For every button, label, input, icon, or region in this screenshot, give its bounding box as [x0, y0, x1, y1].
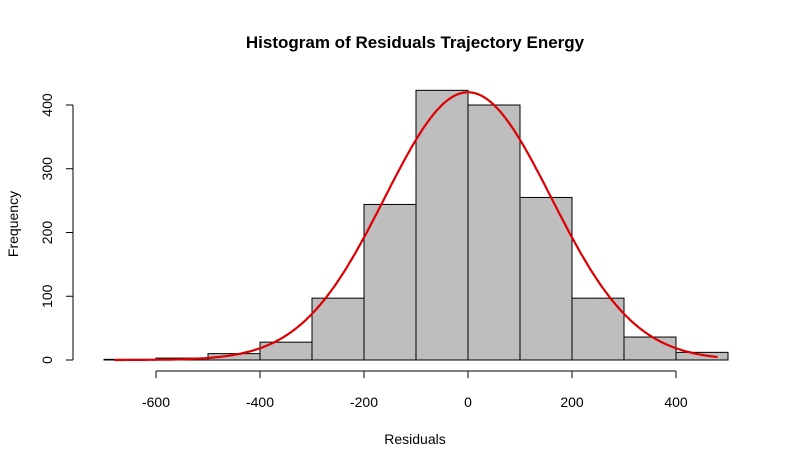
histogram-bars [103, 89, 729, 361]
histogram-bar-10 [623, 336, 677, 361]
x-tick-label-4: 200 [560, 394, 584, 410]
y-tick-label-4: 400 [39, 93, 55, 117]
density-curve-layer [114, 91, 718, 362]
x-tick-label-5: 400 [664, 394, 688, 410]
x-axis-label: Residuals [384, 431, 445, 447]
x-tick-label-3: 0 [464, 394, 472, 410]
histogram-bar-11 [675, 351, 729, 361]
histogram-bar-8 [519, 196, 573, 361]
x-tick-label-1: -400 [246, 394, 274, 410]
histogram-bar-5 [363, 203, 417, 361]
histogram-bar-6 [415, 89, 469, 361]
x-tick-label-2: -200 [350, 394, 378, 410]
histogram-bar-9 [571, 297, 625, 361]
histogram-bar-4 [311, 297, 365, 361]
density-curve [114, 91, 718, 362]
histogram-bar-7 [467, 104, 521, 361]
y-axis-label: Frequency [5, 191, 21, 257]
x-tick-label-0: -600 [142, 394, 170, 410]
chart-title: Histogram of Residuals Trajectory Energy [246, 33, 585, 52]
y-tick-label-2: 200 [39, 221, 55, 245]
y-tick-label-3: 300 [39, 157, 55, 181]
y-tick-label-0: 0 [39, 356, 55, 364]
y-tick-label-1: 100 [39, 284, 55, 308]
y-axis: 0 100 200 300 400 [39, 93, 74, 364]
x-axis: -600 -400 -200 0 200 400 [142, 370, 688, 410]
